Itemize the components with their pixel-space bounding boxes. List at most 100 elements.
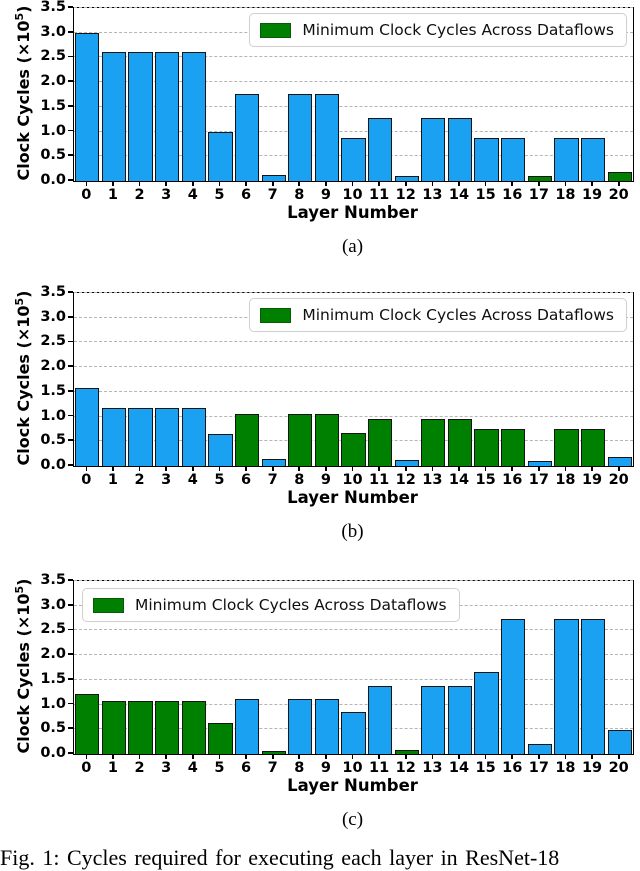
x-tick-mark <box>511 182 514 186</box>
x-tick-label: 19 <box>581 760 603 776</box>
plot-area: Minimum Clock Cycles Across Dataflows <box>73 292 634 467</box>
bar-layer-7 <box>261 750 286 754</box>
y-tick-mark <box>68 30 73 33</box>
bar-layer-12 <box>394 175 419 181</box>
y-tick-mark <box>68 340 73 343</box>
bar-layer-12 <box>394 460 419 466</box>
legend: Minimum Clock Cycles Across Dataflows <box>249 298 627 332</box>
y-tick-label: 3.0 <box>40 308 66 325</box>
x-tick-label: 8 <box>294 760 305 776</box>
bar-layer-8 <box>288 699 313 754</box>
x-tick-mark <box>378 755 380 759</box>
x-tick-label: 5 <box>214 760 225 776</box>
x-tick-label: 16 <box>502 187 523 203</box>
bar-layer-19 <box>580 428 606 466</box>
gridline <box>74 580 633 581</box>
bar-layer-10 <box>341 137 366 181</box>
bar-layer-16 <box>501 137 526 181</box>
x-tick-mark <box>165 467 168 471</box>
x-tick-label: 20 <box>608 187 629 203</box>
x-tick-label: 9 <box>320 187 331 203</box>
x-tick-mark <box>191 182 194 186</box>
bar-layer-6 <box>234 699 260 754</box>
x-tick-label: 14 <box>448 760 470 776</box>
bar-layer-4 <box>181 52 206 181</box>
x-tick-label: 10 <box>342 472 363 488</box>
x-tick-mark <box>351 467 354 471</box>
bar-layer-19 <box>580 618 606 754</box>
x-tick-mark <box>404 182 407 186</box>
legend-swatch-icon <box>260 22 292 38</box>
x-tick-mark <box>245 755 247 759</box>
gridline <box>74 130 633 132</box>
bar-layer-2 <box>128 408 153 466</box>
panel-label: (c) <box>341 809 364 830</box>
x-tick-mark <box>191 755 194 759</box>
y-tick-mark <box>68 291 73 293</box>
x-tick-label: 1 <box>107 760 118 776</box>
x-tick-mark <box>538 182 540 186</box>
x-tick-mark <box>458 467 460 471</box>
x-tick-mark <box>564 755 567 759</box>
y-tick-label: 2.0 <box>40 358 66 375</box>
bar-layer-4 <box>181 700 206 754</box>
x-tick-mark <box>298 467 301 471</box>
x-tick-mark <box>218 182 221 186</box>
y-tick-label: 1.0 <box>40 407 66 424</box>
panel-label: (b) <box>341 521 364 542</box>
gridline <box>74 7 633 8</box>
x-tick-label: 0 <box>81 187 92 203</box>
bar-layer-14 <box>447 419 473 466</box>
x-tick-mark <box>431 467 434 471</box>
x-tick-label: 6 <box>240 472 252 488</box>
y-tick-mark <box>68 6 73 8</box>
bar-layer-5 <box>208 131 233 181</box>
y-tick-mark <box>68 702 73 705</box>
x-tick-mark <box>458 182 460 186</box>
y-tick-mark <box>68 653 73 656</box>
x-tick-mark <box>85 755 88 759</box>
y-tick-label: 2.0 <box>40 646 66 663</box>
y-tick-label: 0.0 <box>40 172 66 188</box>
x-tick-label: 17 <box>528 472 549 488</box>
x-tick-label: 20 <box>608 472 629 488</box>
x-tick-mark <box>245 467 247 471</box>
x-tick-mark <box>538 755 540 759</box>
bar-layer-7 <box>261 175 286 181</box>
y-tick-label: 2.0 <box>40 73 66 90</box>
bar-layer-12 <box>394 749 419 754</box>
x-tick-mark <box>271 182 274 186</box>
y-tick-label: 1.5 <box>40 382 66 399</box>
bar-layer-7 <box>261 459 286 466</box>
x-tick-mark <box>351 755 354 759</box>
y-tick-label: 0.0 <box>40 457 66 473</box>
x-tick-label: 11 <box>369 472 390 488</box>
x-tick-mark <box>431 182 434 186</box>
x-tick-mark <box>538 467 540 471</box>
gridline <box>74 678 633 680</box>
x-tick-label: 4 <box>187 187 198 203</box>
x-tick-mark <box>591 182 593 186</box>
x-tick-mark <box>271 467 274 471</box>
x-tick-label: 12 <box>395 472 416 488</box>
legend-label: Minimum Clock Cycles Across Dataflows <box>135 596 447 614</box>
panel-label: (a) <box>341 236 364 257</box>
x-tick-label: 3 <box>161 187 172 203</box>
y-tick-mark <box>68 390 73 392</box>
gridline <box>74 629 633 631</box>
x-tick-mark <box>271 755 274 759</box>
bar-layer-1 <box>101 408 127 466</box>
legend-swatch-icon <box>260 307 292 323</box>
gridline <box>74 341 633 343</box>
bar-layer-15 <box>474 137 499 181</box>
x-tick-label: 14 <box>448 187 470 203</box>
x-tick-mark <box>165 755 168 759</box>
x-tick-label: 18 <box>555 187 576 203</box>
x-tick-label: 3 <box>161 760 172 776</box>
x-tick-label: 17 <box>528 187 549 203</box>
figure-caption: Fig. 1: Cycles required for executing ea… <box>0 845 560 870</box>
x-tick-label: 2 <box>134 472 145 488</box>
x-tick-label: 12 <box>395 187 416 203</box>
x-tick-label: 20 <box>608 760 629 776</box>
bar-layer-14 <box>447 118 473 181</box>
